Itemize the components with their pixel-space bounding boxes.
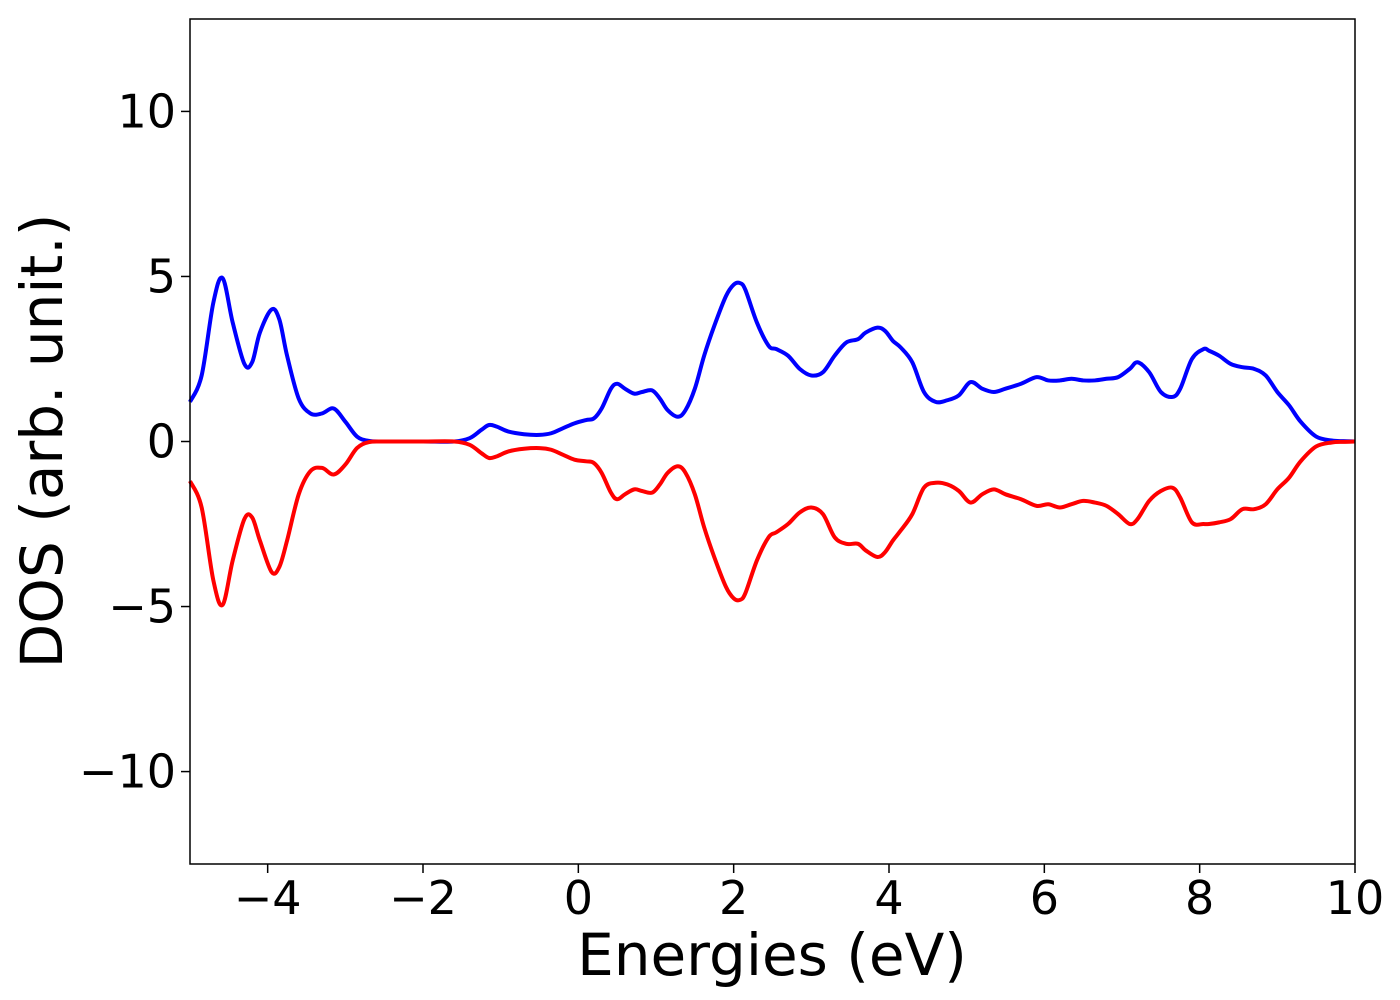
x-tick-label: 8 <box>1185 871 1214 925</box>
x-tick-label: 6 <box>1030 871 1059 925</box>
x-tick-label: 10 <box>1326 871 1385 925</box>
x-tick-label: −2 <box>389 871 457 925</box>
y-tick-label: 0 <box>147 415 176 469</box>
y-tick-label: 10 <box>117 84 176 138</box>
x-tick-label: −4 <box>234 871 302 925</box>
x-tick-label: 0 <box>564 871 593 925</box>
y-tick-label: 5 <box>147 249 176 303</box>
dos-series-1-line <box>188 439 1356 608</box>
x-axis-ticks: −4 −2 0 2 4 6 8 10 <box>234 864 1385 925</box>
y-axis-title: DOS (arb. unit.) <box>8 214 76 669</box>
x-tick-label: 4 <box>874 871 903 925</box>
x-axis-title: Energies (eV) <box>577 921 967 989</box>
series-layer <box>188 275 1356 608</box>
x-tick-label: 2 <box>719 871 748 925</box>
y-axis-ticks: −10 −5 0 5 10 <box>79 84 190 799</box>
y-tick-label: −10 <box>79 745 176 799</box>
y-tick-label: −5 <box>108 580 176 634</box>
